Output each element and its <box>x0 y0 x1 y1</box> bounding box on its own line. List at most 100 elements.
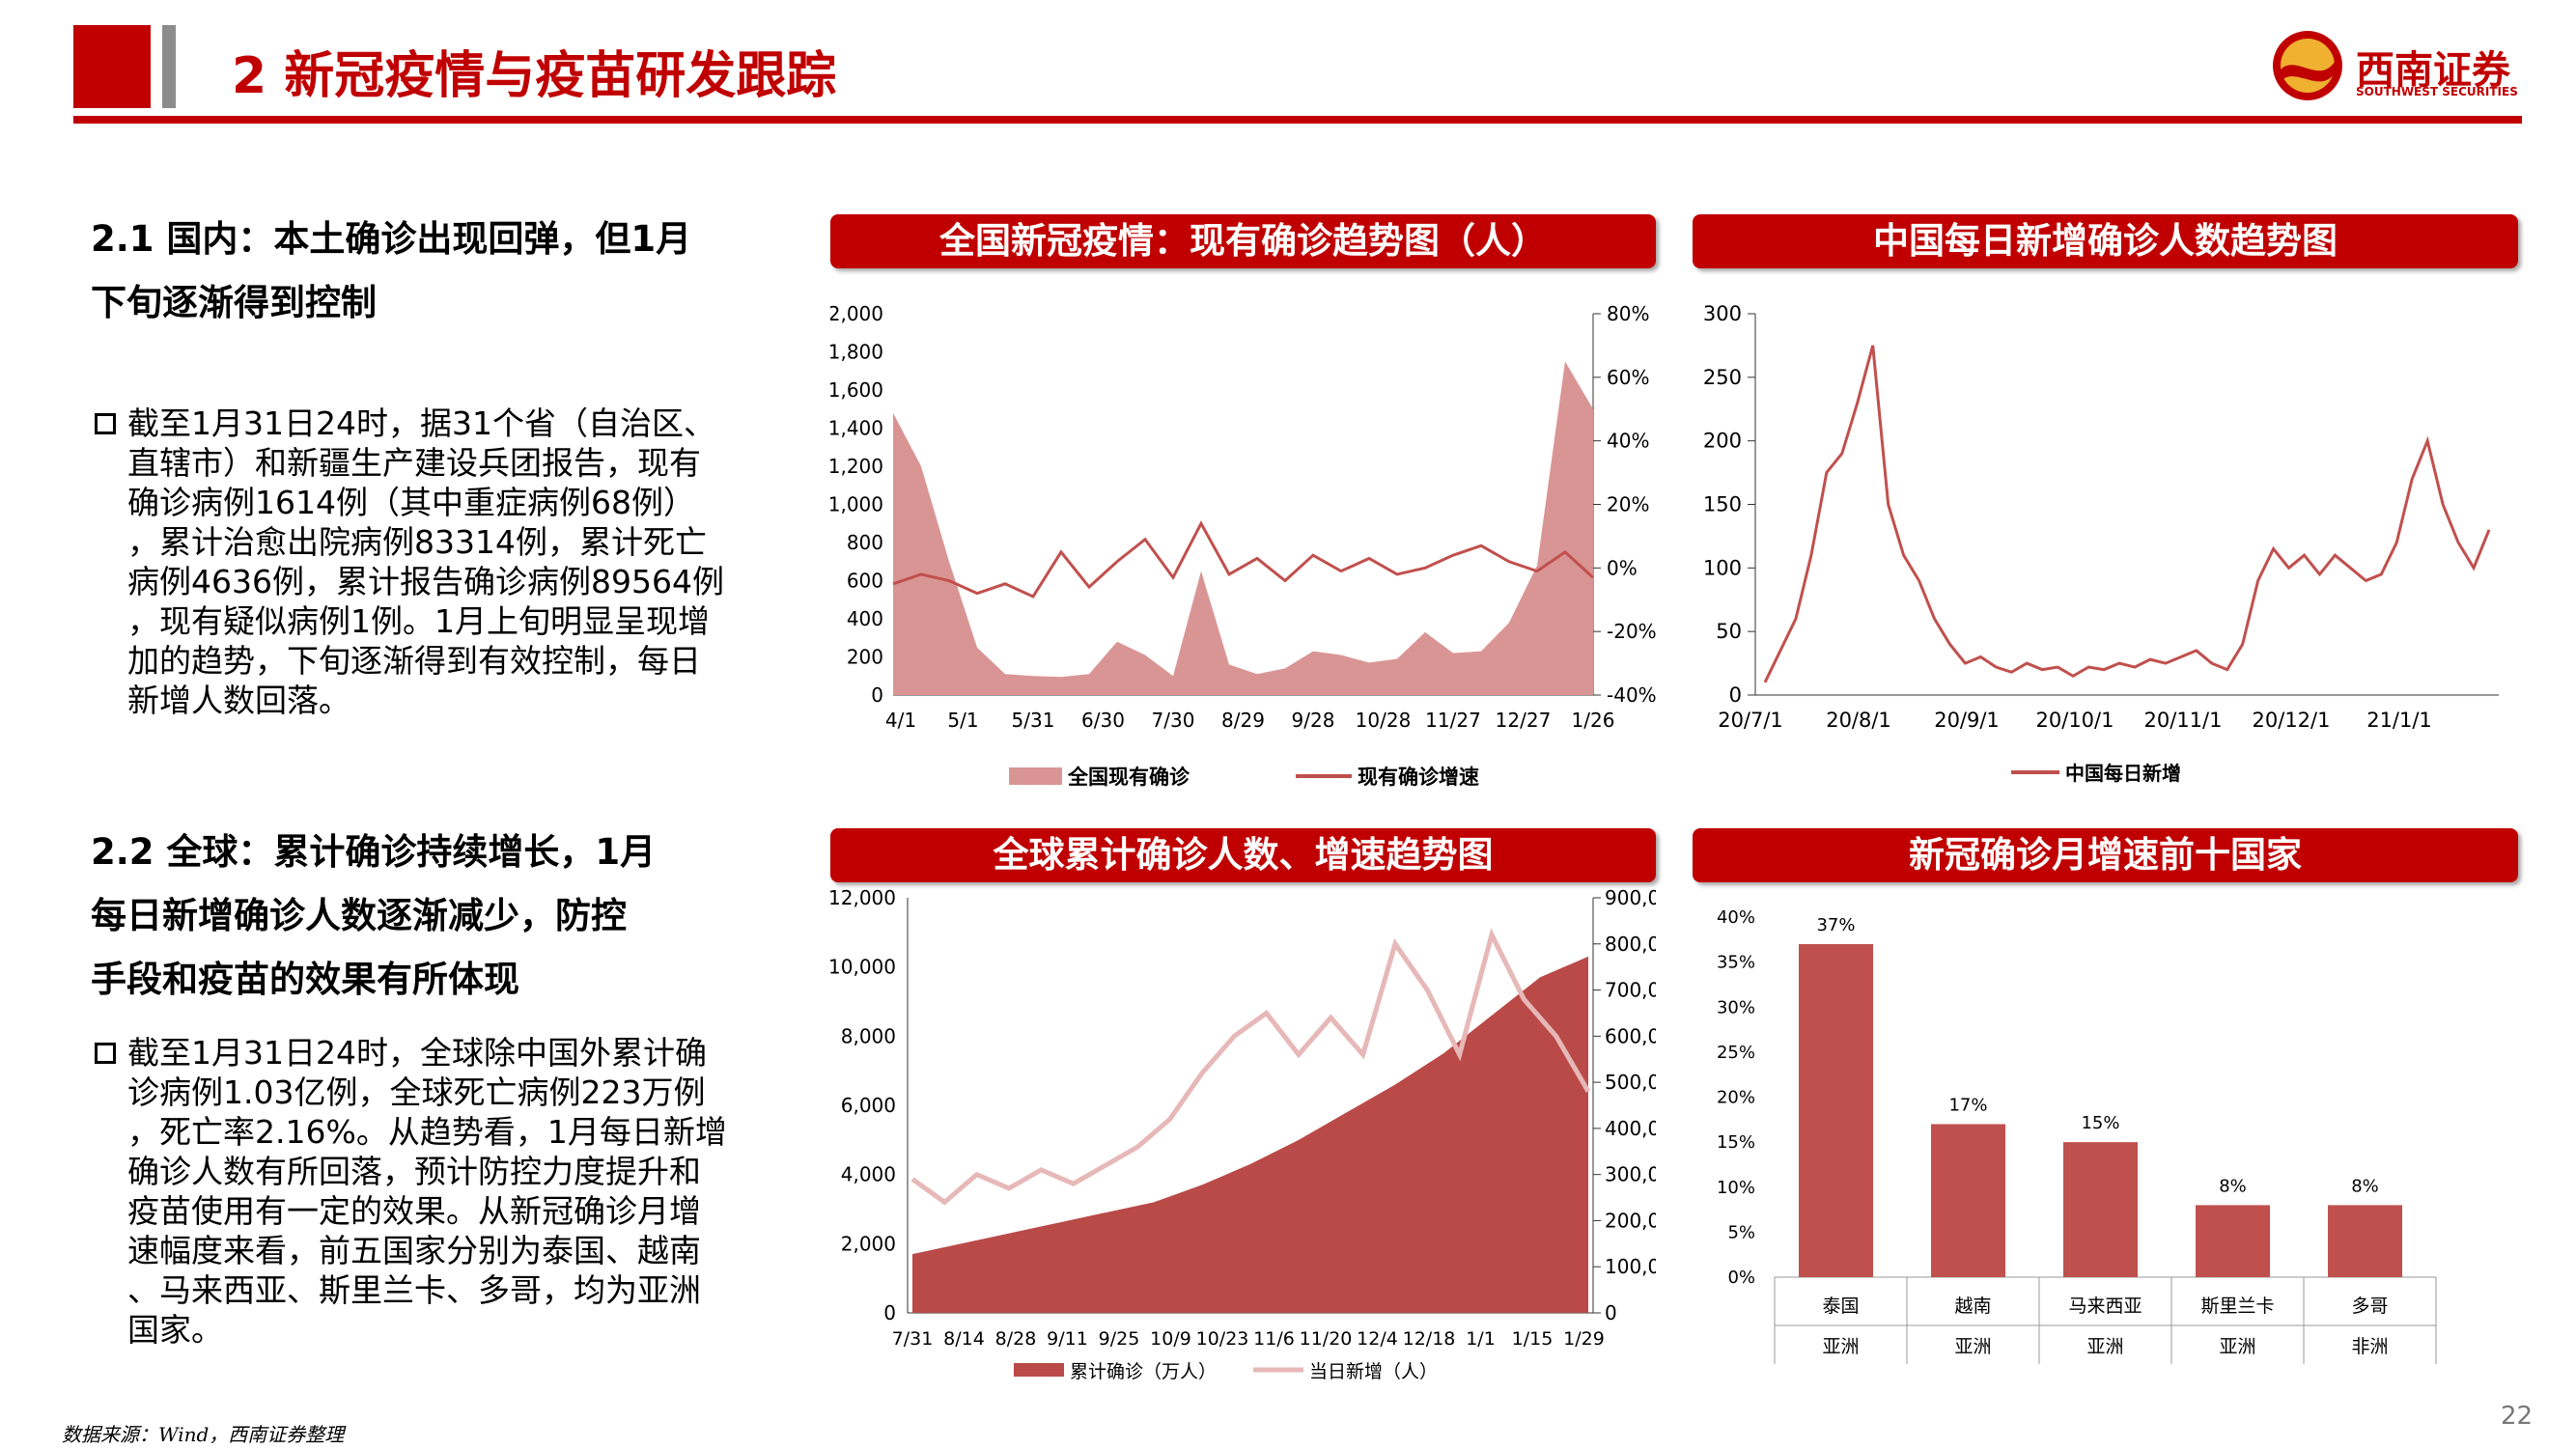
y-right-tick-label: 100,000 <box>1605 1255 1656 1278</box>
line-series-daily-new <box>1763 345 2491 683</box>
chart1-svg: 2,000 1,800 1,600 1,400 1,200 1,000 800 600 400 2… <box>830 302 1656 789</box>
bar-value-label: 8% <box>2219 1176 2247 1196</box>
y-tick-label: 12,000 <box>830 886 896 909</box>
y-tick-label: 50 <box>1716 620 1742 643</box>
y-right-tick-label: 20% <box>1607 493 1649 516</box>
paragraph-line: 截至1月31日24时，据31个省（自治区、 <box>127 404 715 442</box>
paragraph-line: 直辖市）和新疆生产建设兵团报告，现有 <box>127 444 701 482</box>
bar-value-label: 8% <box>2351 1176 2379 1196</box>
paragraph-line: 国家。 <box>127 1311 223 1349</box>
x-tick-label: 10/28 <box>1356 709 1412 732</box>
y-tick-label: 0 <box>871 683 883 707</box>
paragraph-line: 诊病例1.03亿例，全球死亡病例223万例 <box>127 1073 706 1111</box>
bar <box>1799 943 1873 1277</box>
x-tick-label: 12/27 <box>1496 709 1552 732</box>
y-tick-label: 1,200 <box>830 455 883 478</box>
x-tick-label: 6/30 <box>1081 709 1125 732</box>
chart2-svg: 300 250 200 150 100 50 020/7/1 20/8/1 20/9/1 20/1… <box>1703 302 2499 785</box>
y-tick-label: 0 <box>1729 683 1742 707</box>
y-tick-label: 200 <box>1703 430 1742 453</box>
y-tick-label: 35% <box>1717 953 1755 973</box>
x-tick-label: 5/31 <box>1012 709 1055 732</box>
section2-title-line: 2.2 全球：累计确诊持续增长，1月 <box>91 831 657 873</box>
section1-paragraph: 截至1月31日24时，据31个省（自治区、 直辖市）和新疆生产建设兵团报告，现有… <box>127 404 731 720</box>
chart2-title: 中国每日新增确诊人数趋势图 <box>1693 214 2518 268</box>
bar <box>2063 1142 2138 1277</box>
y-right-tick-label: 600,000 <box>1605 1024 1656 1047</box>
y-tick-label: 10,000 <box>830 956 896 979</box>
y-right-tick-label: 80% <box>1607 302 1649 325</box>
bar <box>1931 1124 2005 1277</box>
logo-chinese-name: 西南证券 <box>2356 47 2510 93</box>
x-tick-label: 10/23 <box>1196 1328 1249 1350</box>
header-divider <box>73 116 2522 124</box>
y-tick-label: 2,000 <box>830 302 883 325</box>
y-tick-label: 10% <box>1717 1178 1755 1198</box>
bar <box>2328 1205 2402 1277</box>
x-tick-label: 20/12/1 <box>2253 709 2331 732</box>
y-right-tick-label: 700,000 <box>1605 979 1656 1002</box>
section1-title-line: 2.1 国内：本土确诊出现回弹，但1月 <box>91 218 692 260</box>
y-right-tick-label: 800,000 <box>1605 933 1656 956</box>
y-tick-label: 800 <box>847 531 883 554</box>
region-label: 亚洲 <box>1822 1336 1859 1357</box>
y-tick-label: 0 <box>883 1301 896 1324</box>
header-gray-bar <box>162 25 176 108</box>
chart3-title: 全球累计确诊人数、增速趋势图 <box>830 828 1656 882</box>
x-tick-label: 21/1/1 <box>2366 709 2432 732</box>
paragraph-line: 病例4636例，累计报告确诊病例89564例 <box>127 563 724 600</box>
y-tick-label: 400 <box>847 607 883 630</box>
x-tick-label: 12/18 <box>1403 1328 1456 1350</box>
paragraph-line: 、马来西亚、斯里兰卡、多哥，均为亚洲 <box>127 1271 701 1309</box>
region-label: 亚洲 <box>2219 1336 2255 1357</box>
page-number: 22 <box>2501 1402 2534 1431</box>
paragraph-line: ，累计治愈出院病例83314例，累计死亡 <box>127 523 707 561</box>
y-right-tick-label: 300,000 <box>1605 1163 1656 1186</box>
y-tick-label: 2,000 <box>841 1232 896 1255</box>
y-tick-label: 40% <box>1717 907 1755 928</box>
y-tick-label: 6,000 <box>841 1094 896 1117</box>
category-label: 多哥 <box>2351 1296 2388 1317</box>
y-right-tick-label: 200,000 <box>1605 1209 1656 1232</box>
x-tick-label: 1/1 <box>1466 1328 1496 1350</box>
header-red-block <box>73 25 151 108</box>
legend-label: 中国每日新增 <box>2065 762 2181 785</box>
category-label: 马来西亚 <box>2068 1296 2142 1317</box>
legend-label: 现有确诊增速 <box>1358 766 1479 789</box>
y-right-tick-label: 0 <box>1605 1301 1617 1324</box>
y-tick-label: 1,400 <box>830 417 883 440</box>
y-tick-label: 200 <box>847 646 883 669</box>
y-tick-label: 8,000 <box>841 1024 896 1047</box>
y-tick-label: 150 <box>1703 493 1742 516</box>
bullet-square-icon <box>95 1043 116 1064</box>
chart3-svg: 12,000 10,000 8,000 6,000 4,000 2,000 0 900,000… <box>830 886 1656 1382</box>
y-right-tick-label: 400,000 <box>1605 1117 1656 1140</box>
y-tick-label: 30% <box>1717 997 1755 1017</box>
paragraph-line: 截至1月31日24时，全球除中国外累计确 <box>127 1034 707 1072</box>
legend-label: 当日新增（人） <box>1309 1361 1438 1382</box>
region-label: 亚洲 <box>1954 1336 1991 1357</box>
data-source-note: 数据来源：Wind，西南证券整理 <box>62 1423 345 1446</box>
legend-label: 全国现有确诊 <box>1067 766 1190 789</box>
bar <box>2196 1205 2270 1277</box>
legend-swatch-area <box>1009 767 1062 785</box>
x-tick-label: 10/9 <box>1150 1328 1191 1350</box>
section1-title: 2.1 国内：本土确诊出现回弹，但1月 下旬逐渐得到控制 <box>91 208 747 335</box>
y-tick-label: 600 <box>847 570 883 593</box>
bullet-square-icon <box>95 413 116 434</box>
y-tick-label: 1,000 <box>830 493 883 516</box>
x-tick-label: 12/4 <box>1357 1328 1398 1350</box>
x-tick-label: 7/31 <box>892 1328 934 1350</box>
y-tick-label: 300 <box>1703 302 1742 325</box>
x-tick-label: 8/14 <box>943 1328 985 1350</box>
x-tick-label: 8/28 <box>995 1328 1037 1350</box>
legend-label: 累计确诊（万人） <box>1070 1361 1217 1382</box>
section1-title-line: 下旬逐渐得到控制 <box>91 282 377 323</box>
x-tick-label: 20/10/1 <box>2036 709 2114 732</box>
bar-value-label: 17% <box>1948 1095 1987 1115</box>
chart4-title: 新冠确诊月增速前十国家 <box>1693 828 2518 882</box>
x-tick-label: 20/11/1 <box>2144 709 2223 732</box>
y-tick-label: 5% <box>1727 1222 1755 1242</box>
y-tick-label: 20% <box>1717 1088 1755 1108</box>
